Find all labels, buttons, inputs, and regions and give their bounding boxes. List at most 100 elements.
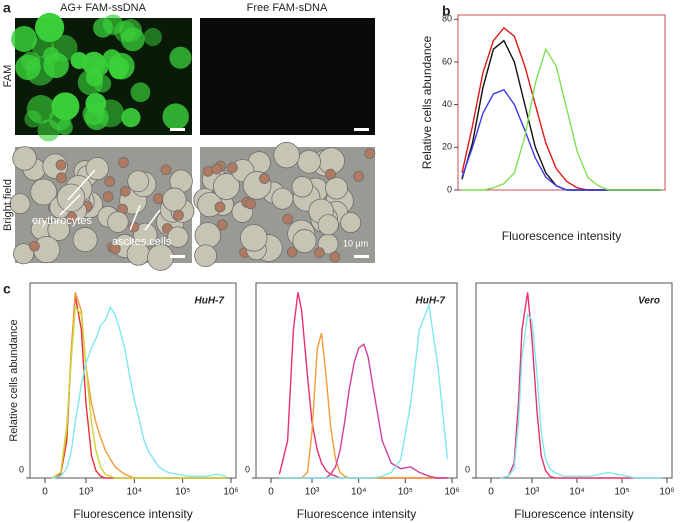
cell xyxy=(227,162,238,174)
cell xyxy=(160,164,172,176)
cell xyxy=(77,69,104,96)
cell xyxy=(56,183,86,213)
series-line xyxy=(51,292,227,479)
plot-frame xyxy=(457,14,666,191)
cell xyxy=(364,148,376,159)
y-tick-label: 60 xyxy=(442,56,452,66)
series-line xyxy=(51,305,227,479)
cell xyxy=(147,244,174,271)
arrow xyxy=(129,204,141,231)
y-tick-label: 0 xyxy=(19,464,24,474)
row-title: FAM xyxy=(2,65,14,88)
cell xyxy=(21,51,41,71)
cell xyxy=(314,247,325,259)
y-axis-label: Relative cells abundance xyxy=(420,35,434,169)
cell xyxy=(162,103,189,130)
panel-label: a xyxy=(3,0,11,16)
cell xyxy=(194,222,221,249)
arrow xyxy=(67,169,96,201)
series-line xyxy=(461,26,661,191)
cell xyxy=(286,246,298,258)
cell xyxy=(325,176,348,200)
series-line xyxy=(462,47,661,191)
scale-label: 10 μm xyxy=(343,238,368,248)
series-line xyxy=(279,332,448,479)
x-tick-label: 10³ xyxy=(79,487,94,498)
x-axis-label: Fluorescence intensity xyxy=(73,507,192,521)
cell xyxy=(11,26,38,52)
cell xyxy=(340,212,362,234)
column-title: Free FAM-sDNA xyxy=(247,2,328,14)
x-tick-label: 0 xyxy=(42,487,48,498)
plot-frame xyxy=(475,282,673,479)
x-tick-label: 10⁶ xyxy=(444,487,459,498)
x-tick-label: 10⁴ xyxy=(569,487,584,498)
micrographs xyxy=(9,12,376,271)
cell xyxy=(211,163,223,175)
annotation: erythrocytes xyxy=(32,215,92,227)
cell xyxy=(102,191,114,203)
annotation: Vero xyxy=(638,296,660,307)
cell xyxy=(292,229,317,254)
row-title: Bright field xyxy=(2,179,14,231)
annotation: HuH-7 xyxy=(195,296,225,307)
x-tick-label: 0 xyxy=(488,487,494,498)
cell xyxy=(93,17,113,38)
cell xyxy=(107,211,129,233)
cell xyxy=(30,178,58,206)
plot-frame xyxy=(29,282,237,479)
cell xyxy=(282,213,294,225)
series-line xyxy=(278,292,448,479)
cell xyxy=(121,108,141,128)
cell xyxy=(43,47,60,64)
scale-bar xyxy=(170,128,185,131)
fam-image xyxy=(200,18,375,135)
cell xyxy=(162,187,187,212)
y-tick-label: 80 xyxy=(442,14,452,24)
cell xyxy=(329,251,341,263)
x-tick-label: 10⁵ xyxy=(398,487,413,498)
scale-bar xyxy=(354,128,369,131)
x-tick-label: 10⁶ xyxy=(659,487,674,498)
cell xyxy=(55,159,67,171)
cell xyxy=(47,218,71,241)
cell xyxy=(9,193,31,215)
cell xyxy=(194,244,218,268)
cell xyxy=(214,201,226,213)
cell xyxy=(66,211,78,223)
cell xyxy=(169,46,192,69)
series-line xyxy=(279,343,448,479)
cell xyxy=(51,92,80,121)
cell xyxy=(173,209,184,221)
series-line xyxy=(500,312,663,479)
cell xyxy=(56,119,73,136)
arrow xyxy=(59,194,81,216)
y-tick-label: 20 xyxy=(442,142,452,152)
scale-bar xyxy=(170,255,185,258)
series-line xyxy=(52,305,227,479)
panel-label: b xyxy=(442,3,451,19)
series-line xyxy=(51,295,227,479)
x-tick-label: 10⁵ xyxy=(175,487,190,498)
column-title: AG+ FAM-ssDNA xyxy=(60,2,147,14)
cell xyxy=(28,240,40,252)
cell xyxy=(119,185,131,197)
cell xyxy=(167,226,189,248)
x-axis-label: Fluorescence intensity xyxy=(502,229,621,243)
x-tick-label: 10⁴ xyxy=(127,487,142,498)
cell xyxy=(273,141,300,169)
cell xyxy=(291,176,313,198)
cell xyxy=(259,173,270,184)
panel-label: c xyxy=(3,281,11,297)
cell xyxy=(216,219,228,231)
x-tick-label: 10⁵ xyxy=(614,487,629,498)
y-tick-label: 0 xyxy=(465,464,470,474)
cell xyxy=(271,187,294,210)
cell xyxy=(56,172,67,184)
x-tick-label: 10⁶ xyxy=(223,487,238,498)
x-tick-label: 0 xyxy=(268,487,274,498)
cell xyxy=(109,61,128,80)
series-line xyxy=(461,39,661,191)
cell xyxy=(153,193,164,205)
cell xyxy=(325,168,336,180)
